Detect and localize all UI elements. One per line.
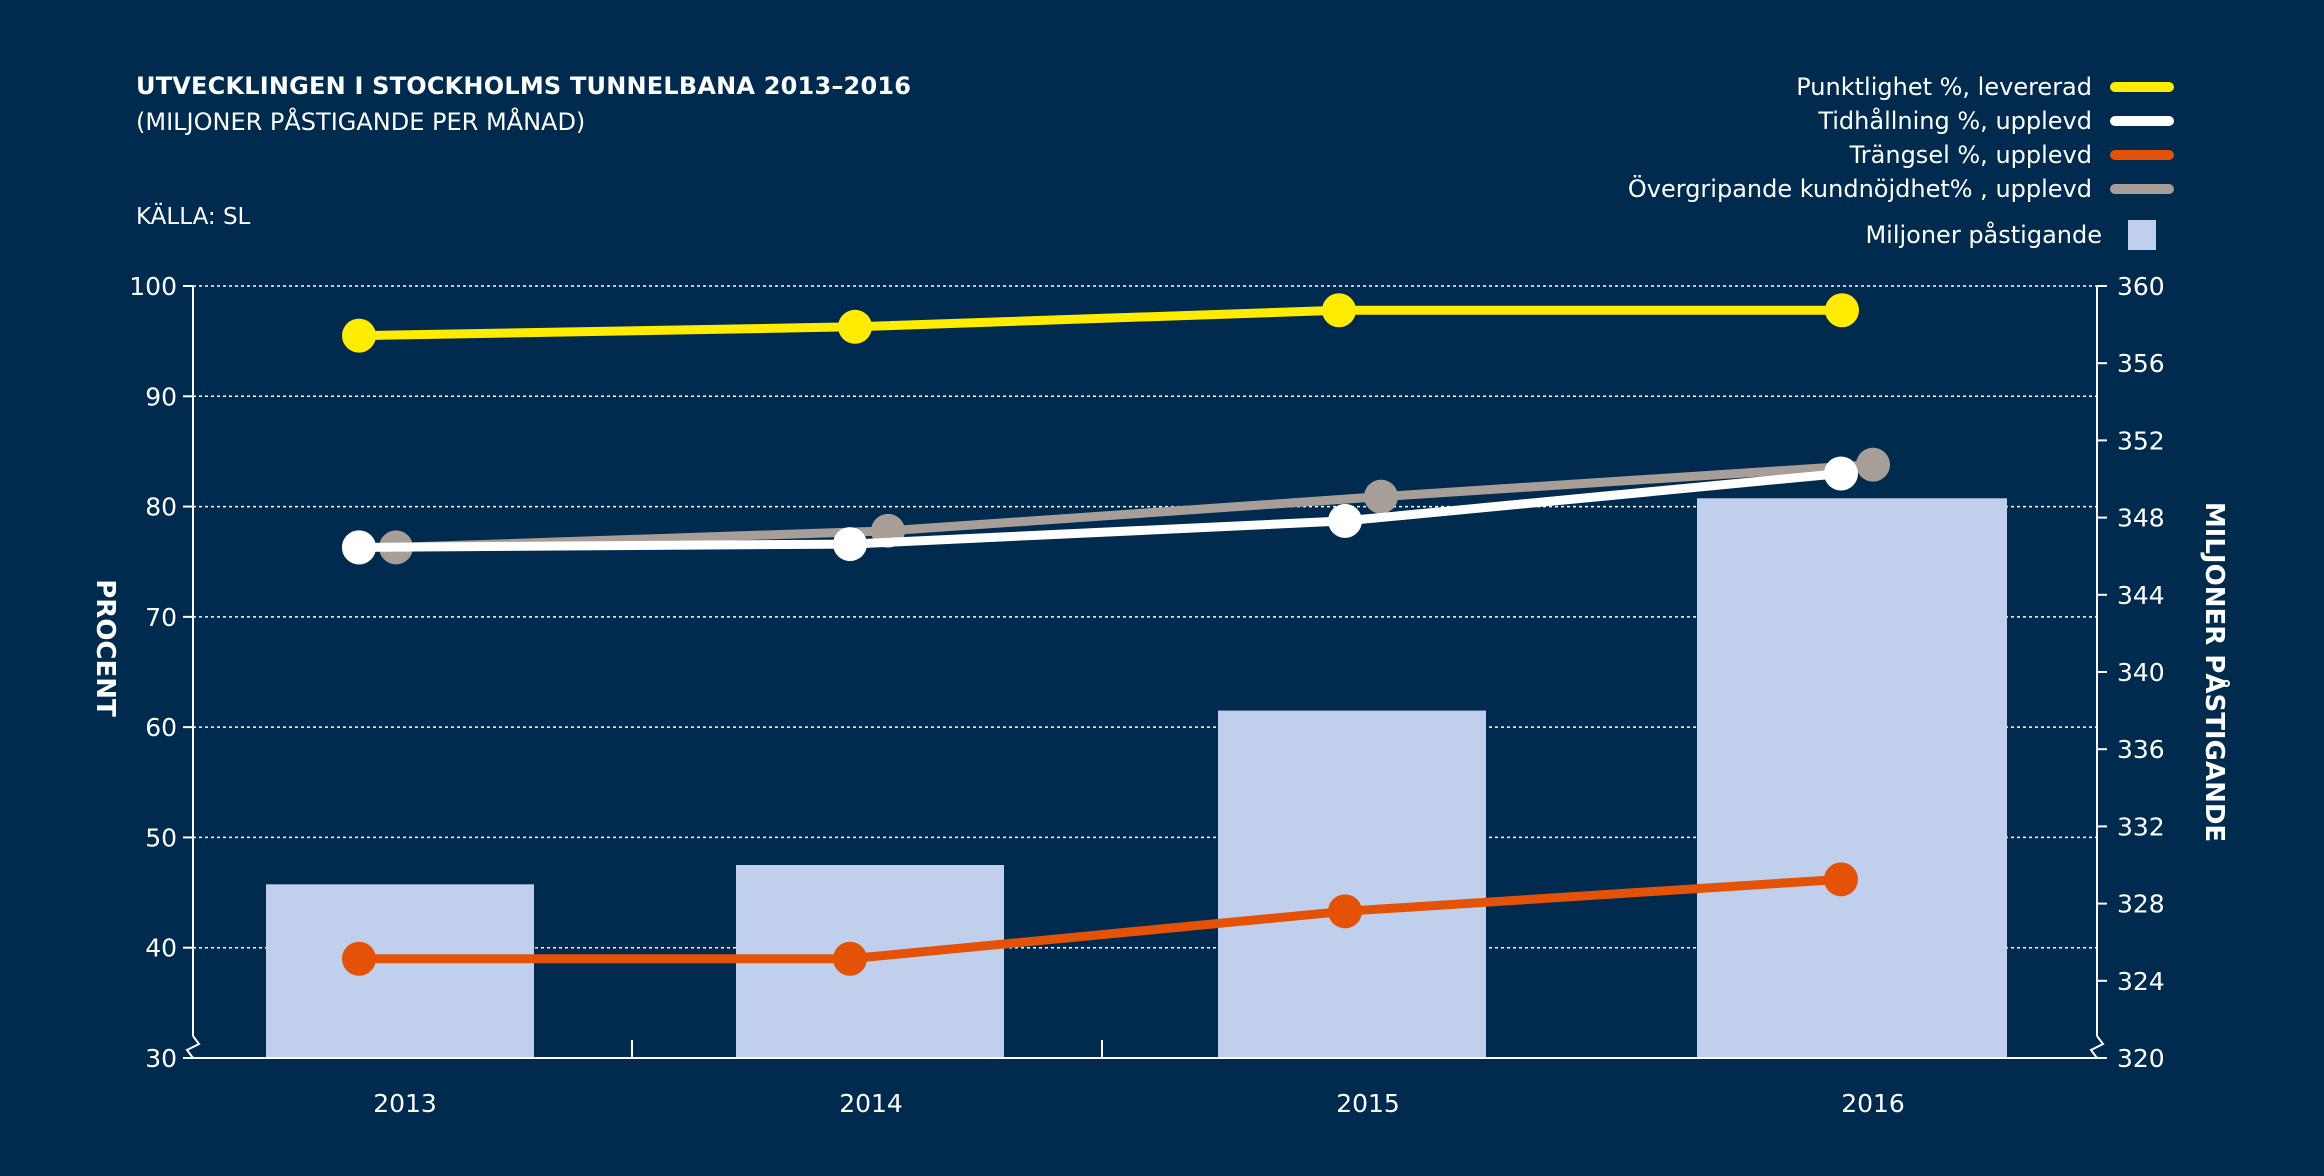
legend-swatch-grey-line — [2110, 184, 2174, 194]
point-series-0-2013 — [342, 318, 376, 353]
legend-item-kundnojdhet: Övergripande kundnöjdhet% , upplevd — [1628, 174, 2174, 204]
right-tick-label: 320 — [2117, 1044, 2165, 1073]
point-series-2-2015 — [1328, 894, 1362, 929]
right-tick-label: 352 — [2117, 426, 2165, 455]
line-series-3 — [391, 460, 1878, 552]
legend-label-pastigande: Miljoner påstigande — [1865, 221, 2102, 249]
left-tick-label: 70 — [145, 603, 177, 632]
point-series-3-2016 — [1856, 447, 1890, 482]
bar-pastigande-2015 — [1218, 710, 1486, 1058]
left-tick-label: 50 — [145, 823, 177, 852]
legend-swatch-bar — [2128, 220, 2156, 250]
line-series-1 — [354, 468, 1846, 552]
bar-pastigande-2013 — [266, 884, 534, 1058]
legend-label-tidhallning: Tidhållning %, upplevd — [1818, 107, 2092, 135]
line-series-0 — [354, 305, 1847, 341]
left-tick-label: 30 — [145, 1044, 177, 1073]
x-tick-label-2016: 2016 — [1841, 1089, 1905, 1118]
point-series-1-2014 — [833, 527, 867, 562]
legend-swatch-white-line — [2110, 116, 2174, 126]
point-series-0-2014 — [838, 309, 872, 344]
right-axis-title: MILJONER PÅSTIGANDE — [2199, 502, 2231, 842]
chart-source: KÄLLA: SL — [136, 204, 251, 230]
right-tick-label: 336 — [2117, 735, 2165, 764]
bar-pastigande-2016 — [1697, 498, 2007, 1058]
legend-item-tidhallning: Tidhållning %, upplevd — [1818, 106, 2174, 136]
right-tick-label: 324 — [2117, 967, 2165, 996]
right-tick-label: 340 — [2117, 658, 2165, 687]
legend-swatch-yellow-line — [2110, 82, 2174, 92]
point-series-1-2016 — [1824, 456, 1858, 491]
x-tick-label-2013: 2013 — [373, 1089, 437, 1118]
left-tick-label: 100 — [129, 272, 177, 301]
left-tick-label: 60 — [145, 713, 177, 742]
legend-item-punktlighet: Punktlighet %, levererad — [1796, 72, 2174, 102]
point-series-0-2015 — [1322, 293, 1356, 328]
point-series-0-2016 — [1825, 293, 1859, 328]
x-tick-label-2015: 2015 — [1336, 1089, 1400, 1118]
left-tick-label: 90 — [145, 382, 177, 411]
point-series-1-2015 — [1328, 503, 1362, 538]
point-series-3-2015 — [1364, 479, 1398, 514]
left-axis-break — [185, 1035, 201, 1059]
point-series-1-2013-front — [342, 530, 376, 565]
right-axis-break — [2089, 1035, 2105, 1059]
right-tick-label: 356 — [2117, 349, 2165, 378]
legend-item-pastigande: Miljoner påstigande — [1865, 220, 2174, 250]
right-tick-label: 332 — [2117, 812, 2165, 841]
left-tick-label: 80 — [145, 493, 177, 522]
left-axis-title: PROCENT — [90, 579, 120, 717]
left-tick-label: 40 — [145, 934, 177, 963]
line-series-2 — [354, 874, 1846, 964]
point-series-2-2013 — [342, 941, 376, 976]
point-series-2-2016 — [1824, 862, 1858, 897]
legend-label-punktlighet: Punktlighet %, levererad — [1796, 73, 2092, 101]
chart-title: UTVECKLINGEN I STOCKHOLMS TUNNELBANA 201… — [136, 72, 912, 100]
right-tick-label: 328 — [2117, 890, 2165, 919]
point-series-2-2014 — [833, 941, 867, 976]
legend-label-kundnojdhet: Övergripande kundnöjdhet% , upplevd — [1627, 175, 2092, 203]
chart-subtitle: (MILJONER PÅSTIGANDE PER MÅNAD) — [136, 108, 586, 136]
legend-item-trangsel: Trängsel %, upplevd — [1850, 140, 2174, 170]
right-tick-label: 348 — [2117, 504, 2165, 533]
right-tick-label: 360 — [2117, 272, 2165, 301]
legend-label-trangsel: Trängsel %, upplevd — [1849, 141, 2092, 169]
right-tick-label: 344 — [2117, 581, 2165, 610]
x-tick-label-2014: 2014 — [839, 1089, 903, 1118]
legend-swatch-orange-line — [2110, 150, 2174, 160]
